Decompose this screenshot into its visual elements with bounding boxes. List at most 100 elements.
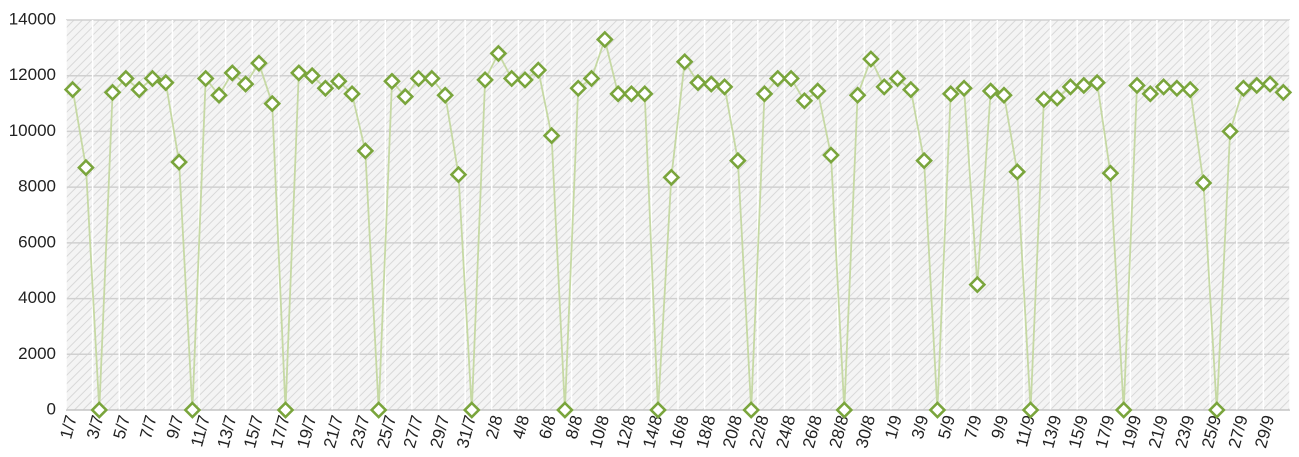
data-point xyxy=(462,401,481,419)
data-point xyxy=(343,84,361,103)
x-tick-label: 20/8 xyxy=(719,413,746,450)
data-point xyxy=(689,73,707,92)
y-tick-label: 2000 xyxy=(18,344,56,363)
x-tick-label: 14/8 xyxy=(639,413,666,450)
x-tick-label: 23/9 xyxy=(1171,413,1198,450)
data-point xyxy=(928,401,947,419)
data-point xyxy=(329,72,348,91)
data-point xyxy=(77,158,95,177)
data-point xyxy=(968,275,987,294)
x-tick-label: 4/8 xyxy=(509,413,533,441)
x-tick-label: 11/9 xyxy=(1012,413,1039,449)
y-tick-label: 4000 xyxy=(18,288,56,307)
data-point xyxy=(1274,83,1293,102)
data-point xyxy=(356,142,375,160)
data-point xyxy=(782,69,800,88)
data-point xyxy=(768,69,787,88)
data-point xyxy=(862,50,880,68)
data-point xyxy=(1194,174,1213,192)
x-tick-label: 2/8 xyxy=(482,413,506,441)
x-tick-label: 27/9 xyxy=(1225,413,1252,450)
x-tick-label: 11/7 xyxy=(187,413,214,449)
y-tick-label: 12000 xyxy=(9,65,56,84)
x-tick-label: 9/7 xyxy=(163,413,187,441)
data-point xyxy=(210,86,228,105)
y-tick-label: 10000 xyxy=(9,121,56,140)
data-point xyxy=(649,401,667,419)
data-point xyxy=(489,44,508,63)
data-point xyxy=(436,86,455,105)
y-tick-label: 14000 xyxy=(9,9,56,28)
x-tick-label: 17/9 xyxy=(1092,413,1119,450)
data-point xyxy=(263,94,282,113)
data-point xyxy=(1128,76,1146,95)
x-tick-label: 19/7 xyxy=(293,413,320,450)
x-tick-label: 12/8 xyxy=(613,413,640,450)
data-point xyxy=(90,401,109,419)
x-tick-label: 27/7 xyxy=(400,413,427,450)
data-point xyxy=(1234,79,1253,98)
data-point xyxy=(1074,76,1093,95)
x-tick-label: 7/7 xyxy=(136,413,160,441)
data-point xyxy=(822,146,840,164)
data-point xyxy=(449,165,468,184)
data-point xyxy=(582,69,601,88)
data-point xyxy=(1261,75,1279,93)
data-point xyxy=(915,151,933,170)
data-point xyxy=(1168,79,1186,98)
data-point xyxy=(170,153,188,171)
y-tick-label: 6000 xyxy=(18,232,56,251)
data-point xyxy=(848,86,867,105)
data-point xyxy=(1247,76,1266,95)
data-point xyxy=(383,72,401,91)
x-tick-label: 16/8 xyxy=(666,413,693,450)
x-tick-label: 25/9 xyxy=(1198,413,1225,450)
data-point xyxy=(1207,401,1226,419)
x-tick-label: 29/9 xyxy=(1251,413,1278,450)
data-point xyxy=(236,75,255,93)
data-point xyxy=(303,66,321,85)
data-point xyxy=(63,80,82,99)
data-point xyxy=(1101,164,1120,183)
y-tick-label: 8000 xyxy=(18,177,56,196)
data-point xyxy=(183,401,202,419)
data-point xyxy=(955,79,973,98)
x-tick-label: 29/7 xyxy=(426,413,453,450)
x-tick-label: 3/7 xyxy=(83,413,107,441)
data-point xyxy=(1141,84,1160,103)
data-point xyxy=(156,73,175,92)
data-point xyxy=(516,71,534,89)
x-tick-label: 7/9 xyxy=(961,413,985,441)
data-point xyxy=(635,84,654,103)
data-point xyxy=(396,87,415,106)
x-tick-label: 13/7 xyxy=(214,413,241,450)
x-tick-label: 15/7 xyxy=(240,413,267,450)
data-point xyxy=(117,69,135,88)
data-point xyxy=(502,69,521,88)
x-tick-label: 23/7 xyxy=(347,413,374,450)
data-point xyxy=(729,151,747,170)
data-point xyxy=(1048,89,1067,107)
data-point xyxy=(1035,90,1053,109)
data-point xyxy=(702,75,721,93)
data-point xyxy=(835,401,854,419)
data-point xyxy=(609,84,627,103)
x-tick-label: 25/7 xyxy=(373,413,400,450)
data-point xyxy=(276,401,295,419)
x-tick-label: 21/7 xyxy=(320,413,347,450)
data-point xyxy=(875,78,894,96)
x-tick-label: 10/8 xyxy=(586,413,613,450)
data-point xyxy=(941,84,960,103)
data-point xyxy=(715,78,734,96)
data-point xyxy=(995,86,1013,105)
data-point xyxy=(289,64,308,82)
data-point xyxy=(569,79,588,98)
x-tick-label: 31/7 xyxy=(453,413,480,450)
data-point xyxy=(103,83,122,102)
x-tick-label: 18/8 xyxy=(693,413,720,450)
data-point xyxy=(1181,80,1200,99)
data-point xyxy=(795,91,814,110)
data-point xyxy=(662,168,681,187)
data-point xyxy=(1114,401,1133,419)
